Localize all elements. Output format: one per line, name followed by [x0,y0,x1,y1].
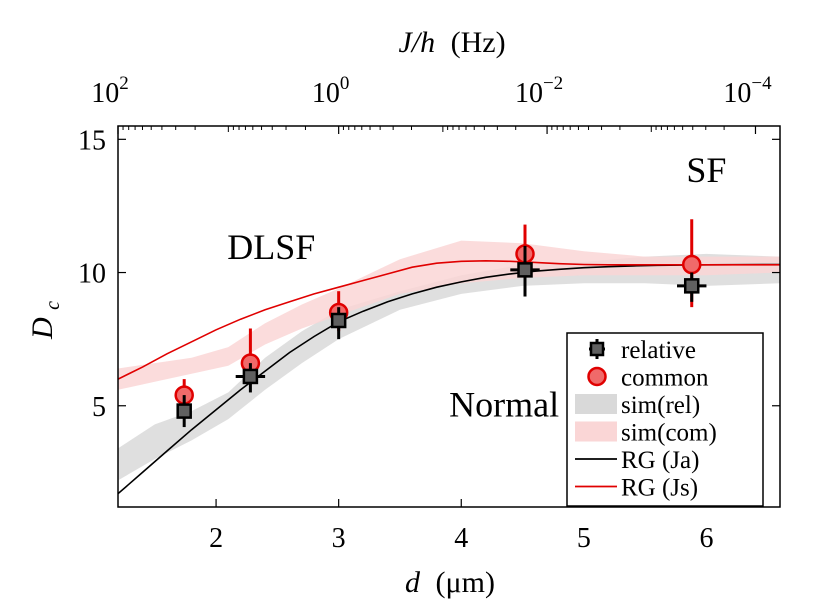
legend-label-sim-com: sim(com) [621,420,717,447]
legend-symbol-sim-com [575,421,617,442]
axes-frame [117,125,781,508]
legend-symbol-relative [589,341,605,357]
region-label-dlsf: DLSF [227,227,315,267]
relative-point-0 [176,403,192,419]
rg-lines [118,259,780,495]
y-tick-label-5: 5 [92,392,106,423]
relative-point-4 [683,278,700,294]
legend-label-sim-rel: sim(rel) [621,392,700,419]
y-tick-label-15: 15 [78,125,106,156]
data-points [174,219,707,428]
x-axis-var: d [405,566,421,599]
x-tick-label-6: 6 [699,523,713,554]
x-tick-label-2: 2 [209,523,223,554]
axis-ticks: 2 3 4 5 6 5 10 15 102 100 10−2 10−4 [78,73,780,554]
relative-point-3 [517,262,533,278]
top-tick-label-0: 102 [91,73,129,109]
top-axis-label: J/h (Hz) [398,26,505,59]
band-sim-com [118,240,780,390]
simulation-bands [118,240,780,481]
region-labels: DLSF SF Normal [227,150,726,424]
legend-label-rg-ja: RG (Ja) [621,447,699,474]
x-axis-label: d (μm) [405,566,495,599]
y-tick-label-10: 10 [78,259,106,290]
top-tick-label-1: 100 [312,73,350,109]
top-tick-label-2: 10−2 [515,73,563,109]
legend-label-rg-js: RG (Js) [621,475,698,502]
line-rg-ja [118,263,780,495]
y-axis-label: D c [26,301,64,340]
y-axis-main: D [26,317,59,340]
plot-frame [117,125,781,508]
region-label-sf: SF [686,150,726,190]
top-axis-unit: (Hz) [451,26,506,59]
legend-symbol-common [587,366,607,387]
top-axis-var: J/h [398,26,435,59]
relative-point-1 [242,368,259,385]
x-axis-unit: (μm) [436,566,495,599]
x-tick-label-4: 4 [454,523,468,554]
x-tick-label-3: 3 [332,523,346,554]
band-sim-rel [118,253,780,481]
line-rg-js [118,259,780,380]
legend-label-common: common [621,365,709,392]
x-tick-label-5: 5 [577,523,591,554]
top-tick-label-3: 10−4 [723,73,772,109]
relative-point-2 [330,312,347,329]
legend-label-relative: relative [621,337,696,364]
common-point-4 [681,254,702,275]
legend-symbol-sim-rel [575,394,617,414]
y-axis-sub: c [42,301,64,310]
legend-box [566,332,764,507]
region-label-normal: Normal [449,384,559,424]
